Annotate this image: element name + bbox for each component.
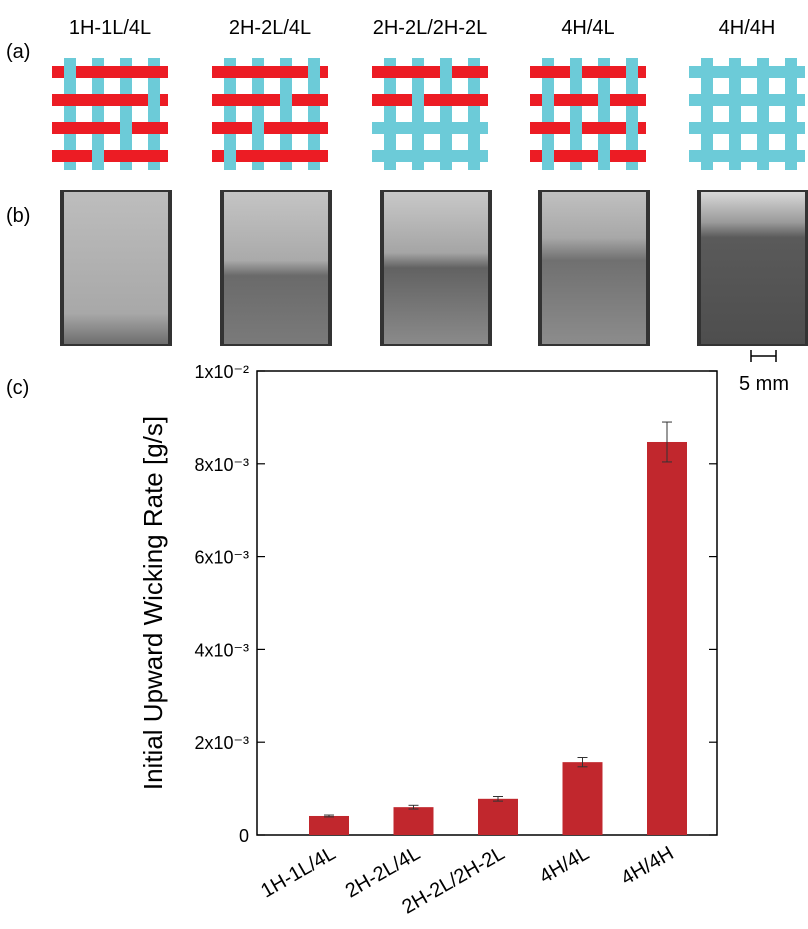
yarn-crossing <box>148 94 160 106</box>
yarn-horizontal <box>52 150 168 162</box>
yarn-vertical <box>120 58 132 170</box>
yarn-horizontal <box>212 94 328 106</box>
yarn-vertical <box>280 58 292 170</box>
sample-photo <box>701 192 805 344</box>
yarn-vertical <box>598 58 610 170</box>
yarn-crossing <box>542 150 554 162</box>
yarn-vertical <box>626 58 638 170</box>
bar <box>478 798 518 835</box>
yarn-horizontal <box>689 122 805 134</box>
panel-label: (c) <box>6 377 29 399</box>
yarn-horizontal <box>212 66 328 78</box>
yarn-horizontal <box>52 122 168 134</box>
y-axis-label: Initial Upward Wicking Rate [g/s] <box>138 416 168 790</box>
pattern-title: 4H/4H <box>719 17 776 39</box>
yarn-horizontal <box>372 94 488 106</box>
yarn-horizontal <box>212 122 328 134</box>
sample-photo <box>64 192 168 344</box>
yarn-vertical <box>384 58 396 170</box>
y-tick-label: 6x10⁻³ <box>194 548 249 568</box>
yarn-horizontal <box>530 66 646 78</box>
yarn-horizontal <box>689 150 805 162</box>
yarn-horizontal <box>689 94 805 106</box>
yarn-horizontal <box>530 122 646 134</box>
yarn-vertical <box>412 58 424 170</box>
yarn-horizontal <box>372 122 488 134</box>
yarn-vertical <box>468 58 480 170</box>
scale-label: 5 mm <box>739 373 789 395</box>
yarn-crossing <box>598 150 610 162</box>
panel-label: (a) <box>6 41 30 63</box>
yarn-horizontal <box>372 66 488 78</box>
yarn-vertical <box>729 58 741 170</box>
pattern-title: 2H-2L/4L <box>229 17 311 39</box>
yarn-crossing <box>626 122 638 134</box>
yarn-crossing <box>468 150 480 162</box>
x-tick-label: 1H-1L/4L <box>257 842 339 902</box>
yarn-vertical <box>440 58 452 170</box>
yarn-crossing <box>384 122 396 134</box>
yarn-crossing <box>570 122 582 134</box>
yarn-horizontal <box>689 66 805 78</box>
sample-photo <box>542 192 646 344</box>
yarn-vertical <box>224 58 236 170</box>
yarn-vertical <box>308 58 320 170</box>
sample-photo <box>384 192 488 344</box>
bar <box>562 762 603 835</box>
yarn-horizontal <box>52 94 168 106</box>
yarn-vertical <box>570 58 582 170</box>
yarn-vertical <box>785 58 797 170</box>
yarn-crossing <box>626 66 638 78</box>
y-tick-label: 8x10⁻³ <box>194 455 249 475</box>
pattern-title: 1H-1L/4L <box>69 17 151 39</box>
yarn-crossing <box>64 66 76 78</box>
y-tick-label: 0 <box>239 826 249 846</box>
panel-label: (b) <box>6 205 30 227</box>
yarn-vertical <box>757 58 769 170</box>
bar <box>393 807 434 835</box>
y-tick-label: 1x10⁻² <box>194 362 249 382</box>
yarn-crossing <box>92 150 104 162</box>
yarn-crossing <box>224 150 236 162</box>
bar <box>647 441 687 835</box>
y-tick-label: 4x10⁻³ <box>194 640 249 660</box>
bar <box>309 815 349 835</box>
yarn-vertical <box>148 58 160 170</box>
yarn-crossing <box>542 94 554 106</box>
yarn-crossing <box>308 66 320 78</box>
yarn-crossing <box>252 122 264 134</box>
yarn-vertical <box>92 58 104 170</box>
yarn-vertical <box>252 58 264 170</box>
pattern-title: 4H/4L <box>561 17 614 39</box>
yarn-vertical <box>64 58 76 170</box>
yarn-vertical <box>542 58 554 170</box>
yarn-horizontal <box>530 150 646 162</box>
yarn-horizontal <box>52 66 168 78</box>
yarn-crossing <box>120 122 132 134</box>
sample-photo <box>224 192 328 344</box>
x-tick-label: 4H/4L <box>536 842 593 888</box>
x-tick-label: 4H/4H <box>617 842 677 889</box>
y-tick-label: 2x10⁻³ <box>194 733 249 753</box>
yarn-crossing <box>440 66 452 78</box>
yarn-crossing <box>280 94 292 106</box>
yarn-crossing <box>598 94 610 106</box>
pattern-title: 2H-2L/2H-2L <box>373 17 488 39</box>
yarn-crossing <box>570 66 582 78</box>
yarn-crossing <box>412 94 424 106</box>
yarn-horizontal <box>212 150 328 162</box>
yarn-vertical <box>701 58 713 170</box>
yarn-horizontal <box>372 150 488 162</box>
yarn-horizontal <box>530 94 646 106</box>
